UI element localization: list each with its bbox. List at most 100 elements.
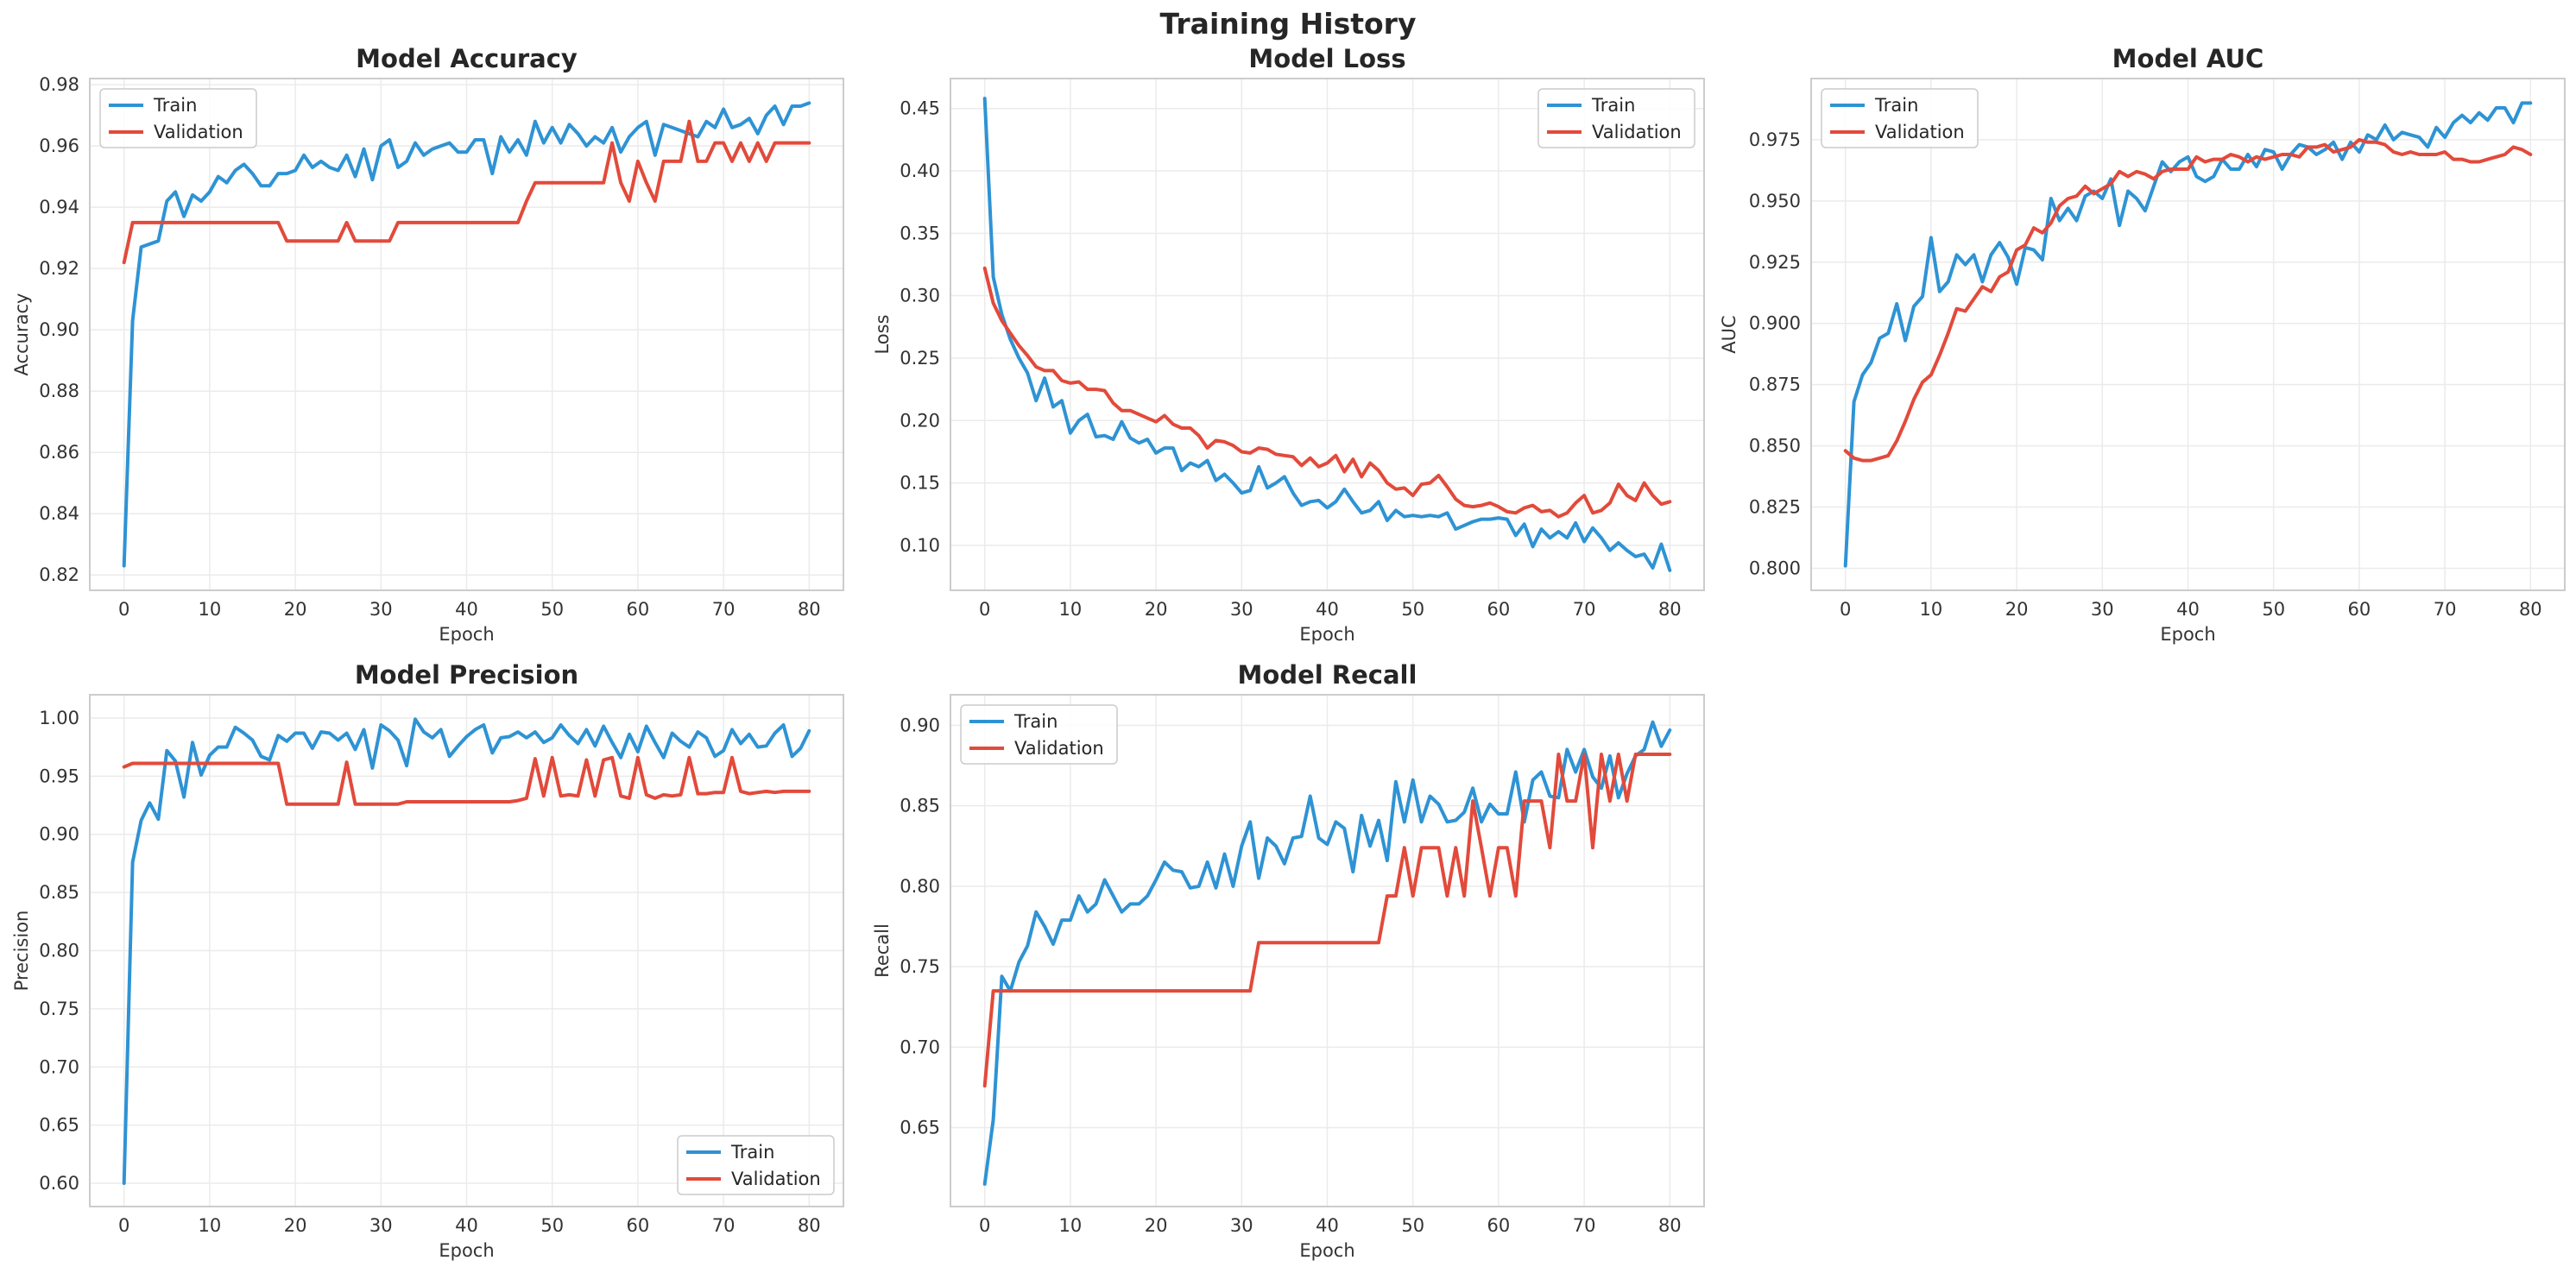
y-axis-label: AUC xyxy=(1719,315,1739,353)
x-axis-label: Epoch xyxy=(439,1240,494,1261)
series-line-train xyxy=(122,101,811,568)
y-tick-label: 0.65 xyxy=(900,1118,940,1138)
x-tick-label: 10 xyxy=(1059,1215,1083,1236)
y-tick-label: 0.86 xyxy=(39,442,79,463)
axes-frame xyxy=(89,694,844,1207)
y-tick-label: 0.75 xyxy=(39,999,79,1019)
y-tick-label: 0.25 xyxy=(900,348,940,369)
x-tick-label: 50 xyxy=(1401,599,1424,620)
legend-label-validation: Validation xyxy=(1592,122,1682,142)
y-tick-label: 0.92 xyxy=(39,258,79,279)
axes-frame xyxy=(950,694,1705,1207)
x-tick-label: 0 xyxy=(118,599,129,620)
x-tick-label: 80 xyxy=(798,1215,821,1236)
x-tick-label: 0 xyxy=(118,1215,129,1236)
y-tick-label: 0.15 xyxy=(900,473,940,494)
y-tick-label: 0.90 xyxy=(900,715,940,735)
legend-label-validation: Validation xyxy=(1014,738,1104,759)
y-tick-label: 0.35 xyxy=(900,223,940,243)
legend-label-validation: Validation xyxy=(1875,122,1965,142)
x-tick-label: 40 xyxy=(2176,599,2200,620)
y-tick-label: 0.875 xyxy=(1749,375,1801,395)
legend: Train Validation xyxy=(1537,88,1695,148)
legend-label-validation: Validation xyxy=(154,122,243,142)
y-tick-label: 0.75 xyxy=(900,956,940,977)
chart-title: Model Loss xyxy=(1248,44,1405,73)
y-axis-label: Recall xyxy=(872,923,893,978)
x-tick-label: 0 xyxy=(1840,599,1851,620)
chart-title: Model AUC xyxy=(2112,44,2264,73)
legend-label-train: Train xyxy=(730,1142,774,1163)
figure-title: Training History xyxy=(1159,7,1417,41)
x-tick-label: 60 xyxy=(627,1215,650,1236)
x-tick-label: 40 xyxy=(455,1215,478,1236)
x-tick-label: 80 xyxy=(1658,1215,1682,1236)
y-tick-label: 0.65 xyxy=(39,1115,79,1136)
axes-frame xyxy=(89,78,844,591)
y-tick-label: 0.96 xyxy=(39,135,79,156)
y-tick-label: 0.95 xyxy=(39,766,79,786)
chart-1: 0 10 20 30 40 50 60 70 80 0.82 0.84 0.86 0.88 0.90 0.9… xyxy=(11,44,844,645)
x-tick-label: 80 xyxy=(2519,599,2542,620)
legend: Train Validation xyxy=(1821,88,1979,148)
x-axis-label: Epoch xyxy=(439,624,494,645)
chart-2: 0 10 20 30 40 50 60 70 80 0.10 0.15 0.20 0.25 0.30 0.3… xyxy=(872,44,1705,645)
y-tick-label: 0.10 xyxy=(900,535,940,556)
x-tick-label: 60 xyxy=(1487,1215,1511,1236)
x-tick-label: 60 xyxy=(2348,599,2371,620)
chart-title: Model Accuracy xyxy=(356,44,578,73)
y-axis-label: Precision xyxy=(11,911,32,992)
x-axis-label: Epoch xyxy=(2160,624,2215,645)
legend-label-train: Train xyxy=(1591,95,1635,116)
x-tick-label: 50 xyxy=(540,1215,564,1236)
y-tick-label: 0.85 xyxy=(39,882,79,903)
y-tick-label: 0.800 xyxy=(1749,558,1801,578)
y-tick-label: 0.84 xyxy=(39,503,79,524)
x-tick-label: 10 xyxy=(1920,599,1943,620)
y-tick-label: 0.850 xyxy=(1749,436,1801,457)
x-tick-label: 40 xyxy=(1316,599,1339,620)
x-tick-label: 70 xyxy=(712,599,736,620)
axes-frame xyxy=(1810,78,2566,591)
legend: Train Validation xyxy=(677,1135,835,1195)
series-line-train xyxy=(982,97,1672,572)
x-tick-label: 40 xyxy=(455,599,478,620)
x-tick-label: 40 xyxy=(1316,1215,1339,1236)
series-line-validation xyxy=(1843,137,2533,463)
y-tick-label: 0.88 xyxy=(39,381,79,401)
x-tick-label: 20 xyxy=(284,1215,307,1236)
chart-3: 0 10 20 30 40 50 60 70 80 0.800 0.825 0.850 0.875 0.9… xyxy=(1719,44,2566,645)
x-tick-label: 70 xyxy=(712,1215,736,1236)
x-tick-label: 50 xyxy=(2262,599,2285,620)
y-tick-label: 0.80 xyxy=(900,876,940,897)
y-tick-label: 0.900 xyxy=(1749,313,1801,334)
x-tick-label: 10 xyxy=(199,599,222,620)
x-tick-label: 50 xyxy=(540,599,564,620)
y-tick-label: 1.00 xyxy=(39,708,79,728)
series-line-train xyxy=(122,717,811,1185)
chart-5: 0 10 20 30 40 50 60 70 80 0.65 0.70 0.75 0.80 0.85 0.9… xyxy=(872,660,1705,1261)
legend-label-train: Train xyxy=(1013,711,1058,732)
y-tick-label: 0.82 xyxy=(39,564,79,585)
y-axis-label: Accuracy xyxy=(11,293,32,376)
x-tick-label: 30 xyxy=(369,1215,393,1236)
legend: Train Validation xyxy=(99,88,257,148)
series-line-validation xyxy=(982,266,1672,519)
series-line-validation xyxy=(122,755,811,806)
legend-label-train: Train xyxy=(153,95,197,116)
x-tick-label: 30 xyxy=(2091,599,2114,620)
axes-frame xyxy=(950,78,1705,591)
chart-title: Model Precision xyxy=(355,660,578,690)
y-tick-label: 0.70 xyxy=(39,1056,79,1077)
y-tick-label: 0.85 xyxy=(900,796,940,816)
chart-title: Model Recall xyxy=(1238,660,1417,690)
legend: Train Validation xyxy=(960,704,1118,765)
x-axis-label: Epoch xyxy=(1299,1240,1354,1261)
chart-4: 0 10 20 30 40 50 60 70 80 0.60 0.65 0.70 0.75 0.80 0.8… xyxy=(11,660,844,1261)
y-tick-label: 0.40 xyxy=(900,161,940,181)
y-tick-label: 0.70 xyxy=(900,1037,940,1057)
y-tick-label: 0.94 xyxy=(39,197,79,217)
series-line-validation xyxy=(122,119,811,265)
x-tick-label: 20 xyxy=(284,599,307,620)
